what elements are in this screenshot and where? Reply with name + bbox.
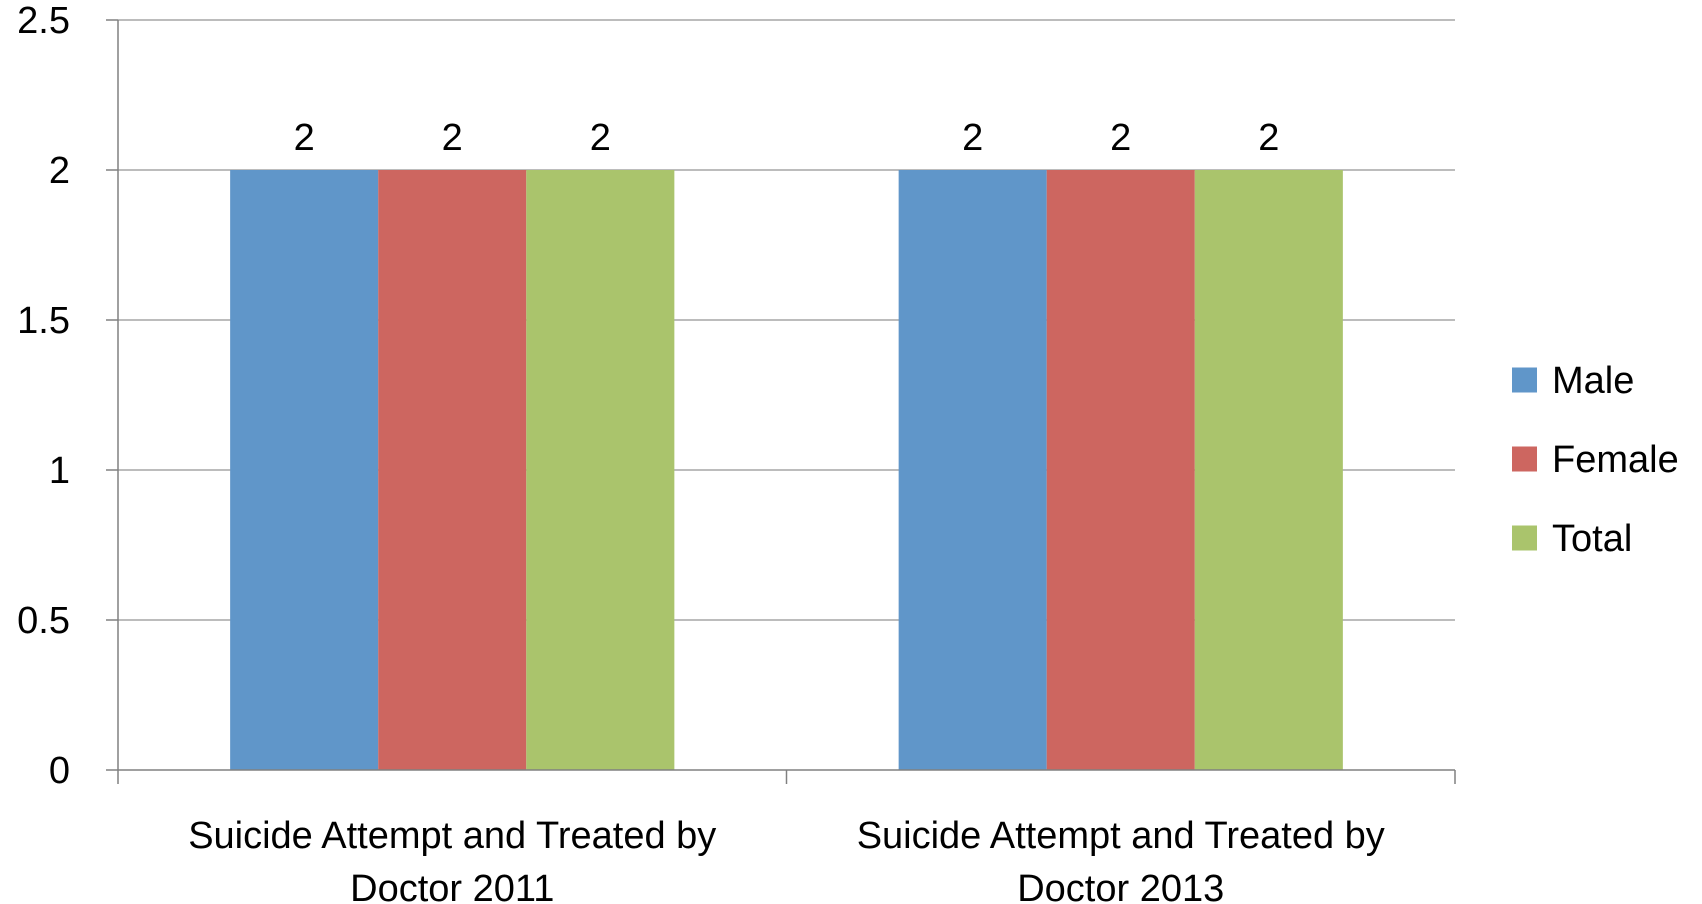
- y-tick-label: 0.5: [17, 600, 70, 642]
- data-label: 2: [294, 117, 315, 159]
- legend-swatch-total: [1512, 525, 1537, 551]
- y-tick-label: 0: [49, 750, 70, 792]
- bar-total: [1194, 170, 1343, 770]
- x-category-label: Suicide Attempt and Treated by: [857, 815, 1385, 857]
- y-tick-label: 1.5: [17, 300, 70, 342]
- data-label: 2: [442, 117, 463, 159]
- legend-label-female: Female: [1552, 439, 1679, 481]
- y-tick-label: 1: [49, 450, 70, 492]
- x-category-label: Doctor 2011: [350, 868, 554, 904]
- data-label: 2: [1258, 117, 1279, 159]
- legend: Male Female Total: [1512, 360, 1679, 560]
- x-category-label: Suicide Attempt and Treated by: [188, 815, 716, 857]
- bar-female: [1046, 170, 1195, 770]
- bars: [230, 170, 1343, 770]
- data-label: 2: [590, 117, 611, 159]
- data-label: 2: [962, 117, 983, 159]
- x-category-label: Doctor 2013: [1017, 868, 1224, 904]
- bar-female: [378, 170, 527, 770]
- y-tick-label: 2: [49, 150, 70, 192]
- y-tick-label: 2.5: [17, 0, 70, 42]
- data-label: 2: [1110, 117, 1131, 159]
- y-tick-labels: 0 0.5 1 1.5 2 2.5: [17, 0, 70, 792]
- bar-total: [526, 170, 675, 770]
- legend-swatch-male: [1512, 367, 1537, 393]
- data-labels: 2 2 2 2 2 2: [294, 117, 1280, 159]
- legend-label-male: Male: [1552, 360, 1634, 402]
- axes: [106, 19, 1456, 784]
- legend-label-total: Total: [1552, 518, 1632, 560]
- bar-male: [230, 170, 379, 770]
- legend-swatch-female: [1512, 446, 1537, 472]
- x-category-labels: Suicide Attempt and Treated by Doctor 201…: [188, 815, 1385, 904]
- bar-male: [898, 170, 1047, 770]
